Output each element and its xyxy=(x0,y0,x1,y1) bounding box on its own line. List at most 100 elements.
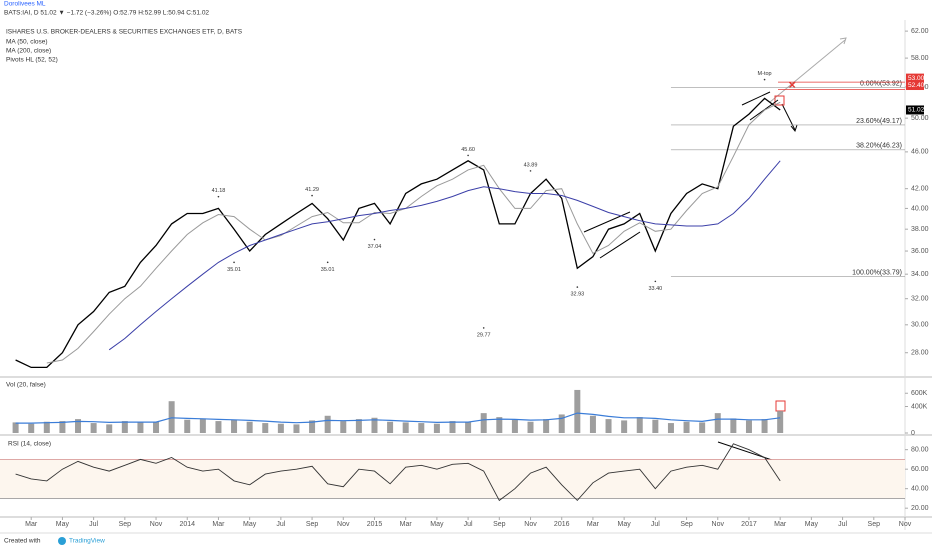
wedge-line xyxy=(741,91,771,106)
volume-bar xyxy=(558,414,565,433)
pivot-label: 32.93 xyxy=(570,292,584,298)
volume-bar xyxy=(153,421,160,433)
pivot-anchor xyxy=(311,194,313,197)
volume-bar xyxy=(589,415,596,433)
pivot-anchor xyxy=(217,195,220,198)
highlight-box xyxy=(774,95,785,106)
y-tick-label: 28.00 xyxy=(911,350,929,357)
quote: BATS:IAI, D 51.02 ▼ −1.72 (−3.26%) O:52.… xyxy=(4,10,209,17)
y-tick-label: 46.00 xyxy=(911,149,929,156)
x-tick-label: Jul xyxy=(651,521,660,528)
legend-entry: Pivots HL (52, 52) xyxy=(6,57,58,64)
volume-bar xyxy=(511,419,518,433)
volume-bar xyxy=(387,421,394,433)
x-tick-label: Jul xyxy=(464,521,473,528)
pivot-anchor xyxy=(529,170,532,172)
ma-line xyxy=(46,101,781,364)
x-tick-label: Mar xyxy=(212,521,225,528)
x-tick-label: May xyxy=(805,521,819,528)
volume-bar xyxy=(402,422,409,433)
x-tick-label: Nov xyxy=(524,521,537,528)
pivot-label: M-top xyxy=(758,71,772,77)
x-tick-label: Mar xyxy=(587,521,600,528)
y-tick-label: 60.00 xyxy=(911,466,929,473)
author[interactable]: Dorolivees ML xyxy=(4,1,46,8)
price-tag-label: 51.02 xyxy=(908,107,925,114)
pivot-anchor xyxy=(467,154,469,157)
x-tick-label: Mar xyxy=(25,521,38,528)
arrow-head xyxy=(839,37,847,45)
pivot-anchor xyxy=(763,78,766,81)
pivot-label: 33.40 xyxy=(648,286,662,292)
volume-bar xyxy=(293,424,300,433)
volume-bar xyxy=(652,419,659,433)
y-tick-label: 30.00 xyxy=(911,322,929,329)
pivot-anchor xyxy=(654,280,657,283)
x-tick-label: Sep xyxy=(119,521,132,528)
volume-bar xyxy=(714,413,721,433)
volume-bar xyxy=(745,420,752,433)
fib-label: 0.00%(53.92) xyxy=(860,80,902,87)
volume-ma xyxy=(15,412,781,424)
volume-bar xyxy=(43,421,50,433)
pivot-label: 43.89 xyxy=(524,162,538,168)
y-tick-label: 0 xyxy=(911,430,915,437)
volume-bar xyxy=(75,419,82,433)
fib-label: 38.20%(46.23) xyxy=(856,143,902,150)
x-tick-label: 2015 xyxy=(367,521,383,528)
pivot-anchor xyxy=(576,286,579,288)
y-tick-label: 36.00 xyxy=(911,248,929,255)
y-tick-label: 80.00 xyxy=(911,447,929,454)
volume-bar xyxy=(543,419,550,433)
y-tick-label: 50.00 xyxy=(911,115,929,122)
volume-bar xyxy=(309,420,316,433)
volume-bar xyxy=(355,419,362,433)
volume-bar xyxy=(324,415,331,433)
pivot-label: 35.01 xyxy=(227,267,241,273)
pivot-anchor xyxy=(373,238,376,241)
x-tick-label: Sep xyxy=(493,521,506,528)
y-tick-label: 34.00 xyxy=(911,271,929,278)
pane-title: RSI (14, close) xyxy=(8,441,51,448)
y-tick-label: 400K xyxy=(911,403,928,410)
volume-bar xyxy=(231,419,238,433)
x-tick-label: May xyxy=(56,521,70,528)
wedge-line xyxy=(583,211,631,233)
price-tag xyxy=(906,73,924,83)
fib-label: 100.00%(33.79) xyxy=(852,270,902,277)
volume-bar xyxy=(465,421,472,433)
x-mark: ✕ xyxy=(788,81,796,92)
y-tick-label: 40.00 xyxy=(911,205,929,212)
volume-bar xyxy=(433,423,440,433)
y-tick-label: 32.00 xyxy=(911,296,929,303)
volume-bar xyxy=(262,423,269,433)
y-tick-label: 40.00 xyxy=(911,486,929,493)
volume-bar xyxy=(636,417,643,433)
highlight-box xyxy=(775,400,786,412)
price-tag-label: 53.00 xyxy=(908,75,925,82)
volume-bar xyxy=(527,421,534,433)
y-tick-label: 20.00 xyxy=(911,505,929,512)
projection-arrow xyxy=(769,39,846,103)
pivot-anchor xyxy=(326,261,329,264)
pivot-anchor xyxy=(233,261,235,264)
price-tag xyxy=(906,105,924,115)
rsi-line xyxy=(15,443,781,502)
wedge-line xyxy=(599,231,641,259)
fib-label: 23.60%(49.17) xyxy=(856,118,902,125)
volume-bar xyxy=(137,422,144,433)
pivot-label: 37.04 xyxy=(368,244,382,250)
x-tick-label: 2017 xyxy=(741,521,757,528)
volume-bar xyxy=(340,421,347,433)
footer-brand[interactable]: TradingView xyxy=(69,538,105,545)
volume-bar xyxy=(90,423,97,433)
volume-bar xyxy=(761,419,768,433)
rsi-band xyxy=(0,459,905,499)
volume-bar xyxy=(28,423,35,433)
x-tick-label: Mar xyxy=(400,521,413,528)
volume-bar xyxy=(199,418,206,433)
x-tick-label: Sep xyxy=(868,521,881,528)
x-tick-label: Jul xyxy=(838,521,847,528)
volume-bar xyxy=(730,418,737,433)
